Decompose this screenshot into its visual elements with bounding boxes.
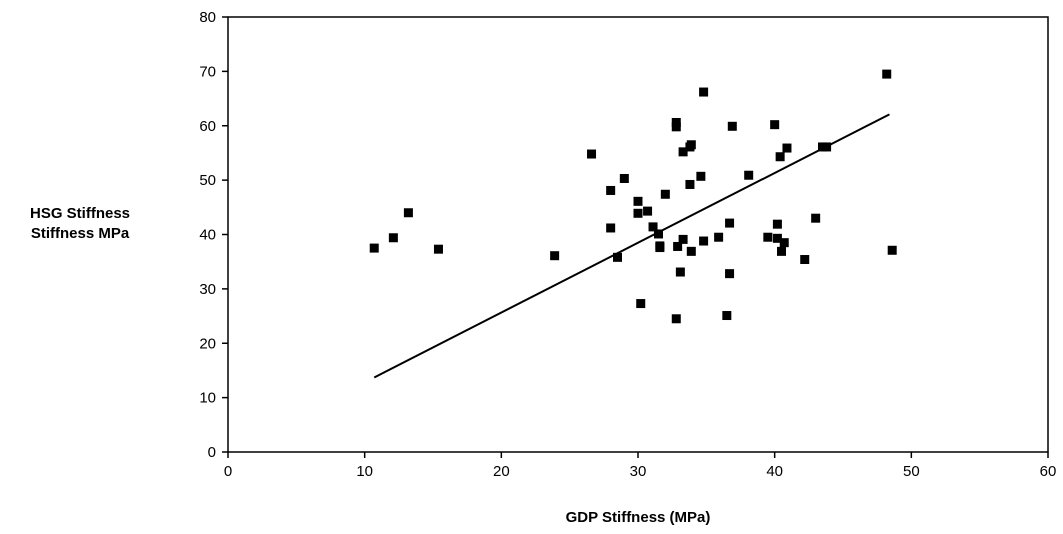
x-tick-label: 60: [1040, 463, 1057, 480]
x-tick-label: 30: [630, 463, 647, 480]
data-point: [675, 267, 685, 277]
data-point: [887, 245, 897, 255]
data-point: [678, 234, 688, 244]
data-point: [369, 243, 379, 253]
data-point: [433, 244, 443, 254]
y-tick-label: 40: [199, 227, 216, 244]
data-point: [654, 229, 663, 239]
data-point: [696, 171, 706, 181]
data-points: [369, 69, 897, 324]
plot-area: [227, 16, 1049, 453]
data-point: [882, 69, 892, 79]
data-point: [643, 206, 653, 216]
data-point: [587, 149, 597, 159]
x-axis: 0 10 20 30 40 50 60: [224, 452, 1057, 480]
x-tick-label: 0: [224, 463, 232, 480]
data-point: [772, 233, 782, 243]
data-point: [777, 246, 786, 256]
data-point: [699, 87, 709, 97]
data-point: [772, 219, 782, 229]
data-point: [699, 236, 709, 246]
data-point: [673, 241, 683, 251]
data-point: [685, 179, 695, 189]
data-point: [779, 238, 789, 248]
x-tick-label: 50: [903, 463, 920, 480]
x-tick-label: 20: [493, 463, 510, 480]
data-point: [388, 233, 398, 243]
data-point: [636, 299, 646, 309]
y-axis: 0 10 20 30 40 50 60 70 80: [199, 9, 228, 461]
data-point: [619, 173, 629, 183]
data-point: [660, 189, 670, 199]
data-point: [671, 314, 681, 324]
data-point: [678, 147, 688, 157]
x-axis-title: GDP Stiffness (MPa): [566, 509, 711, 526]
data-point: [613, 252, 622, 262]
data-point: [686, 246, 696, 256]
data-point: [655, 243, 665, 253]
y-tick-label: 10: [199, 390, 216, 407]
data-point: [770, 120, 780, 130]
data-point: [725, 269, 735, 279]
data-point: [775, 152, 785, 162]
y-tick-label: 80: [199, 9, 216, 26]
y-tick-label: 20: [199, 335, 216, 352]
data-point: [822, 142, 832, 152]
data-point: [606, 185, 616, 195]
data-point: [550, 251, 560, 261]
y-tick-label: 30: [199, 281, 216, 298]
data-point: [744, 170, 754, 180]
y-tick-label: 50: [199, 172, 216, 189]
data-point: [722, 311, 732, 321]
data-point: [763, 232, 773, 242]
y-tick-label: 70: [199, 63, 216, 80]
data-point: [800, 255, 810, 265]
y-tick-label: 60: [199, 118, 216, 135]
x-tick-label: 40: [766, 463, 783, 480]
y-tick-label: 0: [208, 444, 216, 461]
data-point: [633, 196, 643, 206]
data-point: [725, 218, 735, 228]
data-point: [714, 232, 724, 242]
data-point: [782, 143, 792, 153]
data-point: [811, 213, 821, 223]
data-point: [403, 208, 413, 218]
data-point: [648, 222, 658, 232]
x-tick-label: 10: [356, 463, 373, 480]
data-point: [686, 140, 696, 150]
y-axis-title-line-1: HSG Stiffness: [30, 205, 130, 222]
data-point: [633, 208, 643, 218]
y-axis-title-line-2: Stiffness MPa: [31, 225, 130, 242]
data-point: [671, 122, 681, 132]
data-point: [606, 223, 616, 233]
data-point: [727, 121, 737, 131]
trendline: [373, 113, 890, 379]
